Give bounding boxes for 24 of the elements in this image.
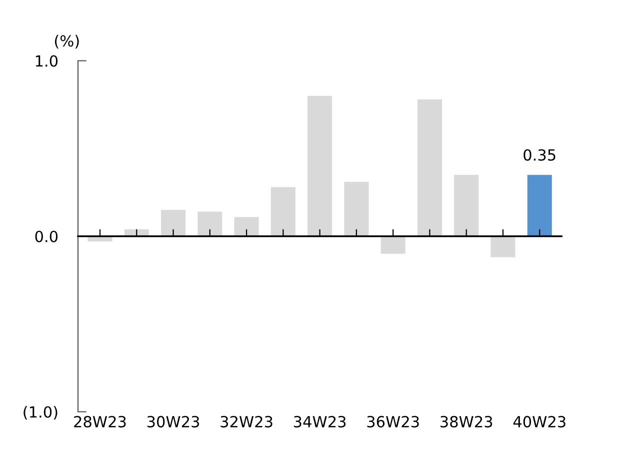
- x-tick-label: 38W23: [440, 416, 492, 428]
- y-tick-label: 0.0: [35, 230, 58, 242]
- bar: [234, 216, 259, 236]
- x-tick-label: 40W23: [513, 416, 566, 428]
- data-label: 0.35: [524, 149, 556, 161]
- bar: [160, 210, 186, 236]
- y-axis-title: (%): [54, 34, 79, 48]
- bar: [270, 187, 296, 236]
- bar: [198, 212, 222, 236]
- x-tick-label: 34W23: [294, 416, 346, 428]
- bar: [417, 99, 442, 236]
- x-tick-label: 36W23: [367, 416, 419, 428]
- bar: [490, 236, 516, 258]
- y-tick-label: 1.0: [36, 55, 58, 67]
- x-tick-label: 32W23: [220, 416, 272, 428]
- bar: [380, 236, 406, 254]
- bar: [344, 182, 369, 236]
- bar: [124, 229, 149, 236]
- bar: [527, 174, 552, 236]
- bar: [454, 174, 479, 236]
- x-tick-label: 28W23: [74, 416, 126, 428]
- y-tick-label: (1.0): [24, 406, 58, 420]
- bar: [308, 96, 332, 236]
- x-tick-label: 30W23: [147, 416, 200, 428]
